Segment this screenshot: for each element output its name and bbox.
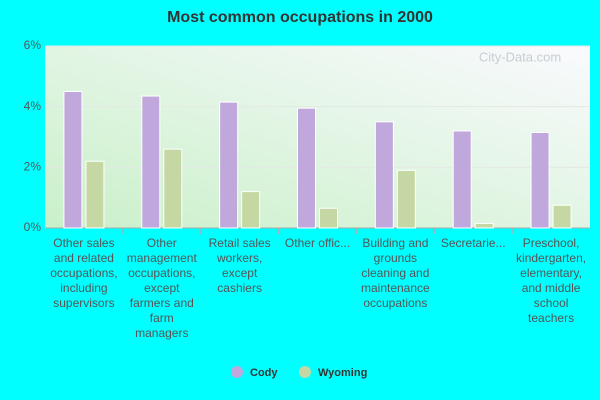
bar: [319, 207, 338, 229]
x-tick-label: Retail sales workers, except cashiers: [208, 236, 271, 295]
bar: [552, 204, 572, 229]
bar: [241, 191, 261, 229]
legend-label: Wyoming: [318, 367, 367, 379]
y-tick-label: 4%: [24, 99, 42, 113]
x-tick-label: Other offic...: [284, 236, 351, 250]
bar: [452, 130, 472, 229]
y-tick-label: 6%: [24, 38, 42, 52]
bar: [163, 148, 183, 229]
chart-title: Most common occupations in 2000: [167, 9, 433, 26]
bar: [141, 95, 161, 229]
bar: [85, 160, 105, 229]
y-tick-label: 2%: [24, 160, 42, 174]
x-tick-label: Secretarie...: [440, 236, 506, 250]
x-tick-label: Other management occupations, except far…: [126, 236, 197, 340]
legend-label: Cody: [250, 367, 278, 379]
legend-marker: [231, 366, 243, 378]
bar: [63, 91, 83, 229]
bar: [396, 169, 416, 229]
x-tick-label: Other sales and related occupations, inc…: [50, 236, 118, 310]
bar: [474, 222, 494, 229]
x-tick-label: Building and grounds cleaning and mainte…: [360, 236, 430, 310]
y-tick-label: 0%: [24, 220, 42, 234]
x-tick-label: Preschool, kindergarten, elementary, and…: [516, 236, 587, 325]
bar: [530, 131, 550, 229]
bar: [297, 107, 316, 229]
bar: [374, 121, 394, 229]
bar: [219, 101, 239, 229]
legend-marker: [299, 366, 311, 378]
watermark: City-Data.com: [479, 49, 561, 64]
plot-area: [45, 46, 590, 228]
